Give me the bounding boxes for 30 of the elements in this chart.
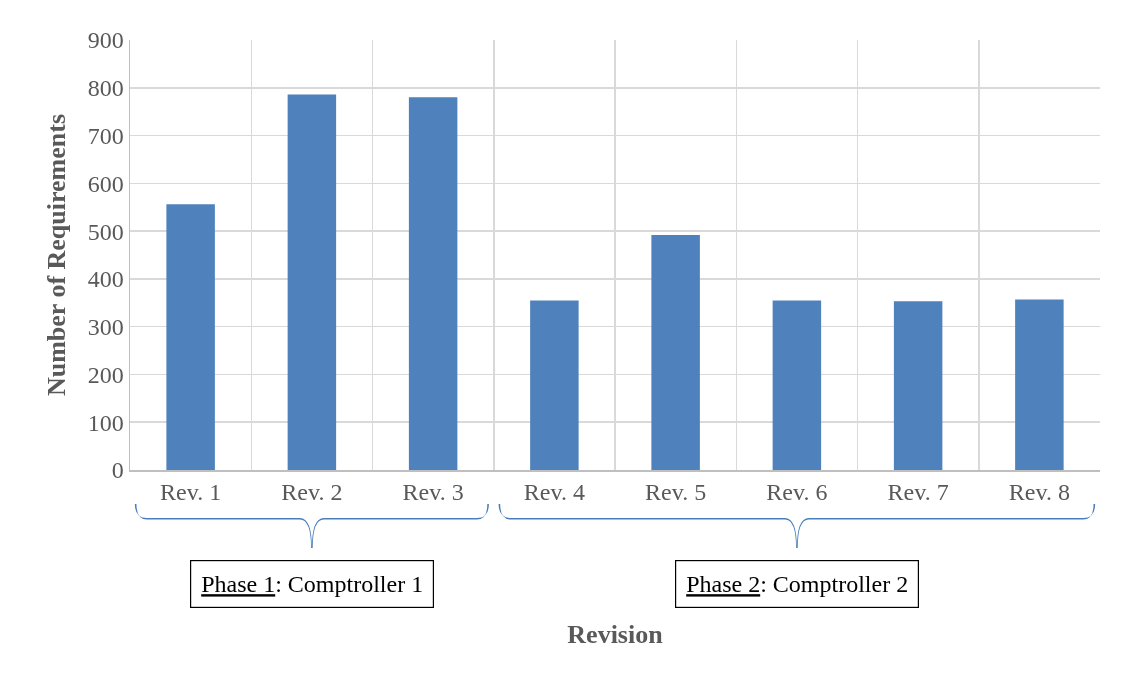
bar bbox=[287, 94, 337, 470]
x-tick-label: Rev. 6 bbox=[766, 479, 828, 506]
x-tick-label: Rev. 2 bbox=[281, 479, 343, 506]
bar bbox=[772, 300, 822, 470]
y-tick-label: 600 bbox=[87, 170, 124, 197]
bar bbox=[166, 204, 215, 470]
y-axis-title: Number of Requirements bbox=[42, 113, 72, 397]
y-tick-label: 100 bbox=[87, 409, 124, 436]
x-tick-label: Rev. 1 bbox=[160, 479, 222, 506]
bar bbox=[1015, 299, 1064, 470]
text: Phase 2: Comptroller 2 bbox=[686, 571, 909, 598]
text: Phase 1: Comptroller 1 bbox=[201, 571, 424, 598]
x-tick-label: Rev. 7 bbox=[887, 479, 949, 506]
y-tick-label: 700 bbox=[87, 122, 124, 149]
y-tick-label: 300 bbox=[87, 314, 124, 341]
bar bbox=[893, 301, 943, 470]
x-tick-label: Rev. 5 bbox=[645, 479, 707, 506]
y-tick-label: 400 bbox=[87, 266, 124, 293]
bar bbox=[651, 234, 700, 470]
x-axis-title: Revision bbox=[567, 619, 664, 649]
y-tick-label: 200 bbox=[87, 361, 124, 388]
x-tick-label: Rev. 8 bbox=[1008, 479, 1070, 506]
y-tick-label: 800 bbox=[87, 75, 124, 102]
x-tick-label: Rev. 4 bbox=[523, 479, 585, 506]
y-tick-label: 900 bbox=[87, 27, 124, 54]
bar bbox=[530, 300, 579, 470]
x-tick-label: Rev. 3 bbox=[402, 479, 464, 506]
y-tick-label: 500 bbox=[87, 218, 124, 245]
y-tick-label: 0 bbox=[111, 457, 124, 484]
bar bbox=[408, 97, 458, 470]
